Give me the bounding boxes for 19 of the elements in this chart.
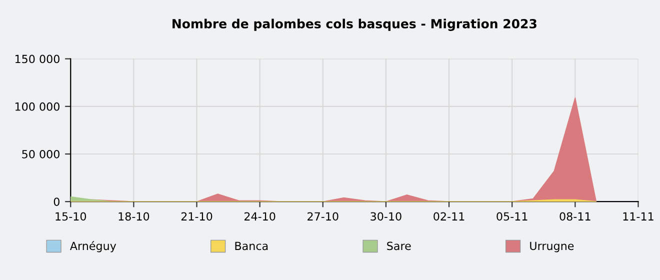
- y-tick-label: 150 000: [15, 54, 60, 64]
- chart-title: Nombre de palombes cols basques - Migration 2023: [172, 18, 536, 31]
- x-tick-label: 18-10: [118, 212, 150, 221]
- y-tick-label: 100 000: [15, 102, 60, 111]
- legend-label: Urrugne: [530, 242, 574, 252]
- y-tick-label: 0: [54, 198, 60, 206]
- x-tick-label: 05-11: [496, 212, 528, 221]
- legend-label: Banca: [235, 242, 268, 250]
- legend-label: Arnéguy: [70, 241, 116, 252]
- x-tick-label: 21-10: [181, 212, 212, 221]
- legend-label: Sare: [387, 242, 411, 250]
- x-tick-label: 11-11: [623, 212, 654, 220]
- y-tick-label: 50 000: [22, 150, 60, 158]
- x-tick-label: 08-11: [560, 212, 590, 221]
- x-tick-label: 24-10: [244, 212, 276, 221]
- x-tick-label: 30-10: [370, 212, 402, 221]
- x-tick-label: 15-10: [56, 212, 86, 221]
- x-tick-label: 02-11: [434, 212, 464, 221]
- x-tick-label: 27-10: [308, 212, 338, 221]
